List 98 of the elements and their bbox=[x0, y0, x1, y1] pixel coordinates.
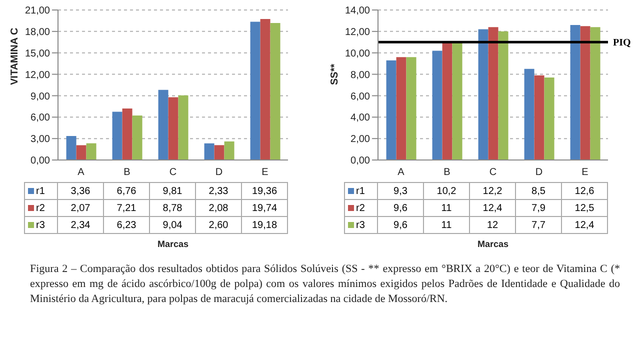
x-tick-label: E bbox=[582, 167, 589, 178]
data-label: 7,7 bbox=[516, 216, 562, 234]
bar bbox=[122, 108, 132, 160]
bar bbox=[260, 19, 270, 160]
data-label: 7,21 bbox=[104, 200, 150, 216]
data-label: 2,08 bbox=[196, 200, 242, 216]
bar bbox=[224, 141, 234, 160]
bar bbox=[590, 27, 600, 160]
data-label: 2,34 bbox=[58, 216, 104, 234]
data-label: 9,6 bbox=[378, 216, 424, 234]
y-tick-label: 6,00 bbox=[30, 112, 50, 124]
legend-label: r2 bbox=[24, 200, 58, 216]
y-tick-label: 0,00 bbox=[350, 156, 370, 167]
y-tick-label: 0,00 bbox=[30, 156, 50, 167]
bar bbox=[570, 25, 580, 160]
bar bbox=[76, 145, 86, 160]
data-label: 7,9 bbox=[516, 200, 562, 216]
y-tick-label: 21,00 bbox=[24, 6, 50, 17]
x-tick-label: D bbox=[215, 167, 223, 178]
y-axis-title: SS** bbox=[330, 64, 341, 85]
bar bbox=[488, 27, 498, 160]
data-label: 19,18 bbox=[242, 216, 288, 234]
y-tick-label: 12,00 bbox=[344, 26, 370, 38]
bar bbox=[432, 50, 442, 160]
bar bbox=[132, 116, 142, 160]
data-label: 11 bbox=[424, 216, 470, 234]
y-tick-label: 2,00 bbox=[350, 134, 370, 146]
bar bbox=[250, 22, 260, 160]
data-label: 6,76 bbox=[104, 182, 150, 200]
bar bbox=[112, 112, 122, 160]
data-label: 19,74 bbox=[242, 200, 288, 216]
bar bbox=[204, 143, 214, 160]
x-tick-label: C bbox=[489, 167, 497, 178]
legend-label: r2 bbox=[344, 200, 378, 216]
data-label: 9,6 bbox=[378, 200, 424, 216]
y-tick-label: 6,00 bbox=[350, 91, 370, 102]
bar bbox=[498, 31, 508, 160]
legend-label: r1 bbox=[24, 182, 58, 200]
data-label: 12,4 bbox=[470, 200, 516, 216]
bar bbox=[66, 136, 76, 160]
bar bbox=[524, 68, 534, 160]
data-label: 12,2 bbox=[470, 182, 516, 200]
bar bbox=[168, 97, 178, 160]
bar bbox=[178, 95, 188, 160]
bar bbox=[544, 78, 554, 160]
bar bbox=[452, 42, 462, 160]
bar bbox=[158, 90, 168, 160]
bar bbox=[396, 57, 406, 160]
legend-label: r3 bbox=[24, 216, 58, 234]
data-label: 2,07 bbox=[58, 200, 104, 216]
data-label: 9,81 bbox=[150, 182, 196, 200]
data-label: 8,78 bbox=[150, 200, 196, 216]
bar bbox=[478, 29, 488, 160]
bar bbox=[214, 145, 224, 160]
data-label: 9,04 bbox=[150, 216, 196, 234]
bar bbox=[270, 23, 280, 160]
bar bbox=[406, 57, 416, 160]
x-tick-label: A bbox=[78, 167, 85, 178]
y-tick-label: 15,00 bbox=[24, 48, 50, 60]
y-tick-label: 9,00 bbox=[30, 91, 50, 102]
bar bbox=[386, 60, 396, 160]
y-tick-label: 3,00 bbox=[30, 134, 50, 146]
data-label: 8,5 bbox=[516, 182, 562, 200]
legend-label: r3 bbox=[344, 216, 378, 234]
bar bbox=[86, 143, 96, 160]
x-axis-title: Marcas bbox=[156, 239, 190, 249]
y-tick-label: 10,00 bbox=[344, 48, 370, 60]
x-tick-label: D bbox=[535, 167, 543, 178]
x-tick-label: A bbox=[398, 167, 405, 178]
bar bbox=[534, 75, 544, 160]
data-label: 9,3 bbox=[378, 182, 424, 200]
data-label: 11 bbox=[424, 200, 470, 216]
data-label: 3,36 bbox=[58, 182, 104, 200]
data-label: 2,33 bbox=[196, 182, 242, 200]
y-tick-label: 4,00 bbox=[350, 112, 370, 124]
x-tick-label: C bbox=[169, 167, 177, 178]
y-tick-label: 8,00 bbox=[350, 70, 370, 81]
data-label: 19,36 bbox=[242, 182, 288, 200]
data-label: 6,23 bbox=[104, 216, 150, 234]
x-tick-label: B bbox=[444, 167, 451, 178]
x-tick-label: E bbox=[262, 167, 269, 178]
y-tick-label: 14,00 bbox=[344, 6, 370, 17]
bar bbox=[442, 42, 452, 160]
ref-line-label: PIQ bbox=[613, 38, 631, 49]
data-label: 12 bbox=[470, 216, 516, 234]
y-tick-label: 12,00 bbox=[24, 70, 50, 81]
data-label: 12,4 bbox=[562, 216, 608, 234]
data-label: 12,6 bbox=[562, 182, 608, 200]
legend-label: r1 bbox=[344, 182, 378, 200]
data-label: 10,2 bbox=[424, 182, 470, 200]
data-label: 12,5 bbox=[562, 200, 608, 216]
text: Figura 2 – Comparação dos resultados obtidos para Sólidos Solúveis (SS - ** expresso em °BRIX a 20°C) e teor de Vitamina C (* expresso em mg de ácido ascórbico/100g de polpa) com os valores mínimos exigidos pelos Padrões de Identidade e Qualidade do Ministério da Agricultura, para polpas de maracujá comercializadas na cidade de Mossoró/RN. bbox=[30, 262, 620, 307]
data-label: 2,60 bbox=[196, 216, 242, 234]
y-tick-label: 18,00 bbox=[24, 26, 50, 38]
y-axis-title: VITAMINA C bbox=[10, 28, 21, 85]
bar bbox=[580, 26, 590, 160]
x-tick-label: B bbox=[124, 167, 131, 178]
x-axis-title: Marcas bbox=[476, 239, 510, 249]
